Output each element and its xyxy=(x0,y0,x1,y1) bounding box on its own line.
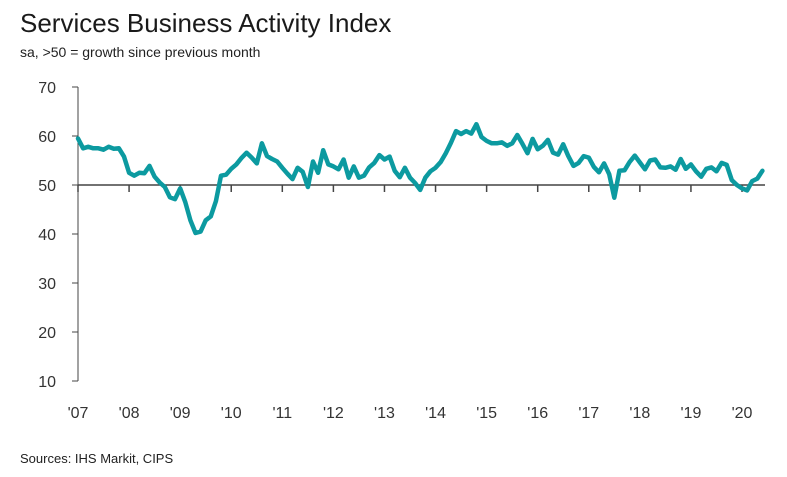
x-tick-label: '07 xyxy=(68,405,89,422)
x-tick-label: '15 xyxy=(476,405,497,422)
x-tick-label: '13 xyxy=(374,405,395,422)
x-tick-label: '19 xyxy=(681,405,702,422)
y-tick-label: 60 xyxy=(38,129,56,146)
series-line xyxy=(75,121,765,236)
y-tick-label: 20 xyxy=(38,325,56,342)
y-tick-label: 10 xyxy=(38,374,56,391)
x-tick-label: '10 xyxy=(221,405,242,422)
y-tick-label: 30 xyxy=(38,276,56,293)
chart-subtitle: sa, >50 = growth since previous month xyxy=(20,44,261,60)
x-tick-label: '20 xyxy=(732,405,753,422)
y-tick-label: 70 xyxy=(38,80,56,97)
x-tick-label: '17 xyxy=(578,405,599,422)
x-tick-label: '14 xyxy=(425,405,446,422)
source-note: Sources: IHS Markit, CIPS xyxy=(20,451,174,466)
x-tick-label: '16 xyxy=(527,405,548,422)
x-tick-label: '12 xyxy=(323,405,344,422)
x-tick-label: '11 xyxy=(272,405,292,422)
x-tick-label: '09 xyxy=(170,405,191,422)
chart-title: Services Business Activity Index xyxy=(20,8,392,38)
x-tick-label: '08 xyxy=(119,405,140,422)
x-tick-label: '18 xyxy=(629,405,650,422)
y-tick-label: 40 xyxy=(38,227,56,244)
y-tick-label: 50 xyxy=(38,178,56,195)
